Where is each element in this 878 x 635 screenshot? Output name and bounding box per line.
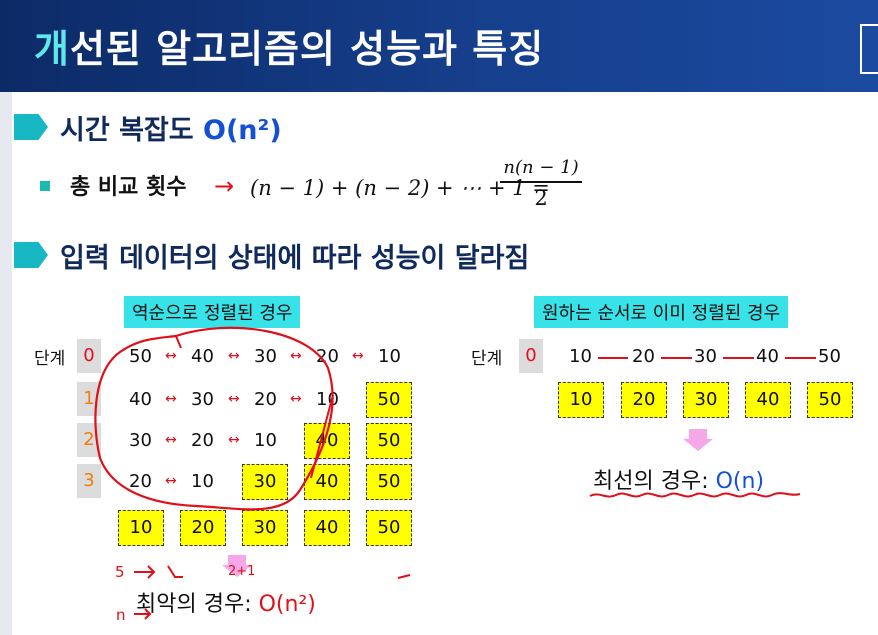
final-box: 50 [366, 510, 412, 546]
swap-arrow-icon: ↔ [165, 391, 177, 407]
value-cell: 30 [254, 346, 277, 367]
swap-arrow-icon: ↔ [228, 432, 240, 448]
handwritten-slash [310, 394, 334, 479]
handwritten-tick [175, 335, 182, 349]
value-cell: 10 [378, 346, 401, 367]
step-0: 0 [519, 339, 543, 373]
handwritten-underline [589, 492, 801, 498]
page-title: 개선된 알고리즘의 성능과 특징 [34, 18, 544, 73]
result-box: 30 [683, 382, 729, 418]
value-cell: 30 [694, 346, 717, 367]
compare-line [661, 357, 692, 359]
handwritten-note: n [116, 606, 126, 624]
swap-arrow-icon: ↔ [290, 391, 302, 407]
best-case-label: 최선의 경우: [593, 469, 716, 494]
right-arrow-icon: → [214, 172, 235, 200]
result-box: 10 [558, 382, 604, 418]
value-cell: 20 [191, 430, 214, 451]
formula-fraction: n(n − 1) 2 [500, 157, 582, 210]
step-3: 3 [77, 464, 101, 498]
step-label: 단계 [34, 349, 66, 369]
compare-line [598, 357, 628, 359]
value-cell: 20 [254, 389, 277, 410]
swap-arrow-icon: ↔ [165, 348, 177, 364]
handwritten-arrow [134, 608, 152, 620]
value-cell: 40 [129, 389, 152, 410]
value-cell: 20 [129, 471, 152, 492]
section-label: 시간 복잡도 [60, 115, 194, 146]
formula-lhs: (n − 1) + (n − 2) + ⋯ + 1 = [250, 176, 550, 200]
final-box: 40 [304, 510, 350, 546]
handwritten-dash [397, 574, 411, 579]
value-cell: 10 [191, 471, 214, 492]
section-time-complexity: 시간 복잡도 O(n²) [14, 108, 374, 148]
step-label: 단계 [471, 349, 503, 369]
final-box: 10 [118, 510, 164, 546]
total-comparisons-label: 총 비교 횟수 [70, 175, 187, 200]
value-cell: 10 [254, 430, 277, 451]
section-input-state: 입력 데이터의 상태에 따라 성능이 달라짐 [14, 236, 674, 276]
worst-case-label: 최악의 경우: [136, 592, 259, 617]
title-text: 선된 알고리즘의 성능과 특징 [69, 27, 545, 71]
value-cell: 50 [818, 346, 841, 367]
swap-arrow-icon: ↔ [352, 348, 364, 364]
value-cell: 10 [569, 346, 592, 367]
compare-line [723, 357, 754, 359]
value-cell: 20 [632, 346, 655, 367]
handwritten-arrow [134, 565, 156, 579]
best-case-text: 최선의 경우: O(n) [593, 463, 764, 495]
complexity-value: O(n²) [203, 115, 282, 146]
handwritten-mark [167, 565, 183, 578]
swap-arrow-icon: ↔ [165, 473, 177, 489]
value-cell: 40 [756, 346, 779, 367]
sorted-caption: 원하는 순서로 이미 정렬된 경우 [534, 296, 789, 328]
sorted-box: 40 [304, 423, 350, 459]
reverse-caption: 역순으로 정렬된 경우 [124, 296, 301, 328]
value-cell: 30 [191, 389, 214, 410]
bullet-square-icon [40, 181, 50, 191]
final-box: 20 [180, 510, 226, 546]
swap-arrow-icon: ↔ [290, 348, 302, 364]
title-bar: 개선된 알고리즘의 성능과 특징 [0, 0, 878, 92]
section-label: 입력 데이터의 상태에 따라 성능이 달라짐 [60, 243, 530, 274]
swap-arrow-icon: ↔ [228, 391, 240, 407]
result-box: 50 [807, 382, 853, 418]
best-case-value: O(n) [715, 469, 765, 494]
value-cell: 50 [129, 346, 152, 367]
final-box: 30 [242, 510, 288, 546]
sorted-box: 50 [366, 423, 412, 459]
formula-numerator: n(n − 1) [503, 157, 579, 178]
swap-arrow-icon: ↔ [228, 348, 240, 364]
corner-frame [860, 24, 878, 74]
handwritten-note: 5 [115, 563, 125, 581]
handwritten-note: 2+1 [228, 564, 255, 579]
result-box: 20 [621, 382, 667, 418]
value-cell: 30 [129, 430, 152, 451]
left-margin-bar [0, 92, 12, 635]
step-0: 0 [77, 339, 101, 373]
value-cell: 20 [316, 346, 339, 367]
sorted-box: 30 [242, 464, 288, 500]
worst-case-value: O(n²) [258, 592, 316, 617]
fraction-bar [500, 181, 582, 183]
handwritten-circle [94, 326, 334, 511]
result-box: 40 [745, 382, 791, 418]
formula-denominator: 2 [534, 185, 548, 210]
swap-arrow-icon: ↔ [165, 432, 177, 448]
title-accent: 개 [34, 27, 70, 71]
value-cell: 40 [191, 346, 214, 367]
worst-case-text: 최악의 경우: O(n²) [136, 586, 316, 618]
sorted-box: 50 [366, 464, 412, 500]
compare-line [785, 357, 816, 359]
sorted-box: 50 [366, 382, 412, 418]
